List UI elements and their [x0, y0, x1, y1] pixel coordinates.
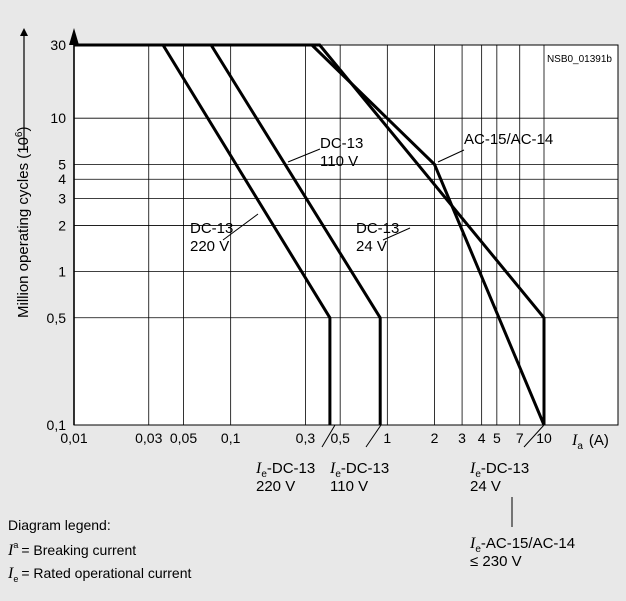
ie-label-dc13-24: Ie-DC-13 24 V: [469, 424, 545, 495]
figure-code: NSB0_01391b: [547, 54, 612, 65]
svg-text:110 V: 110 V: [320, 153, 358, 170]
x-tick-label: 0,01: [60, 430, 87, 446]
y-tick-labels: 0,1 0,5 1 2 3 45 10 30: [47, 37, 67, 433]
series-lines: [74, 43, 546, 426]
svg-text:DC-13: DC-13: [356, 220, 399, 237]
y-tick-label: 30: [50, 37, 66, 53]
x-tick-label: 1: [383, 430, 391, 446]
legend-item-breaking-current: Ia = Breaking current: [7, 540, 136, 559]
series-label-dc13-110: DC-13 110 V: [287, 135, 363, 170]
x-tick-labels: 0,01 0,03 0,05 0,1 0,3 0,5 1 2 3 4 5 7 10: [60, 430, 552, 446]
svg-text:DC-13: DC-13: [190, 220, 233, 237]
x-tick-label: 5: [493, 430, 501, 446]
series-label-dc13-220: DC-13 220 V: [190, 213, 259, 255]
svg-text:24 V: 24 V: [470, 478, 501, 495]
y-tick-label: 10: [50, 110, 66, 126]
x-tick-label: 2: [431, 430, 439, 446]
x-tick-label: 0,05: [170, 430, 197, 446]
svg-text:Ie-DC-13: Ie-DC-13: [255, 460, 315, 480]
y-tick-label: 3: [58, 190, 66, 206]
ie-label-ac15-ac14: Ie-AC-15/AC-14 ≤ 230 V: [469, 497, 575, 570]
x-tick-label: 0,1: [221, 430, 241, 446]
diagram-legend: Diagram legend: Ia = Breaking current Ie =…: [7, 517, 192, 584]
x-tick-label: 0,3: [296, 430, 316, 446]
y-tick-label: 5: [58, 156, 66, 172]
y-label-arrow-icon: [20, 28, 28, 36]
y-tick-label: 4: [58, 171, 66, 187]
svg-text:Ie-DC-13: Ie-DC-13: [469, 460, 529, 480]
y-axis-label: Million operating cycles (106): [14, 127, 32, 318]
legend-title: Diagram legend:: [8, 517, 111, 533]
x-tick-label: 3: [458, 430, 466, 446]
y-tick-label: 0,1: [47, 417, 67, 433]
ie-label-dc13-110: Ie-DC-13 110 V: [329, 424, 389, 495]
series-line-ac15-ac14: [74, 43, 546, 426]
ie-label-dc13-220: Ie-DC-13 220 V: [255, 424, 336, 495]
svg-text:Ie-DC-13: Ie-DC-13: [329, 460, 389, 480]
grid: [74, 44, 618, 425]
x-tick-label: 4: [478, 430, 486, 446]
legend-item-rated-current: Ie = Rated operational current: [7, 565, 192, 584]
x-tick-label: 7: [516, 430, 524, 446]
series-label-ac15-ac14: AC-15/AC-14: [437, 131, 553, 163]
y-tick-label: 1: [58, 264, 66, 280]
x-axis-label: Ia (A): [571, 432, 609, 452]
svg-text:≤ 230 V: ≤ 230 V: [470, 553, 522, 570]
svg-text:AC-15/AC-14: AC-15/AC-14: [464, 131, 553, 148]
y-tick-label: 0,5: [47, 310, 67, 326]
svg-text:Ie-AC-15/AC-14: Ie-AC-15/AC-14: [469, 535, 575, 555]
x-tick-label: 10: [536, 430, 552, 446]
y-tick-label: 2: [58, 217, 66, 233]
svg-text:24 V: 24 V: [356, 238, 387, 255]
svg-text:110 V: 110 V: [330, 478, 368, 495]
svg-text:DC-13: DC-13: [320, 135, 363, 152]
x-tick-label: 0,03: [135, 430, 162, 446]
plot-area: [73, 44, 619, 426]
svg-text:220 V: 220 V: [190, 238, 229, 255]
y-axis-arrow-icon: [69, 28, 79, 45]
svg-text:220 V: 220 V: [256, 478, 295, 495]
x-tick-label: 0,5: [330, 430, 350, 446]
series-label-dc13-24: DC-13 24 V: [356, 220, 411, 255]
